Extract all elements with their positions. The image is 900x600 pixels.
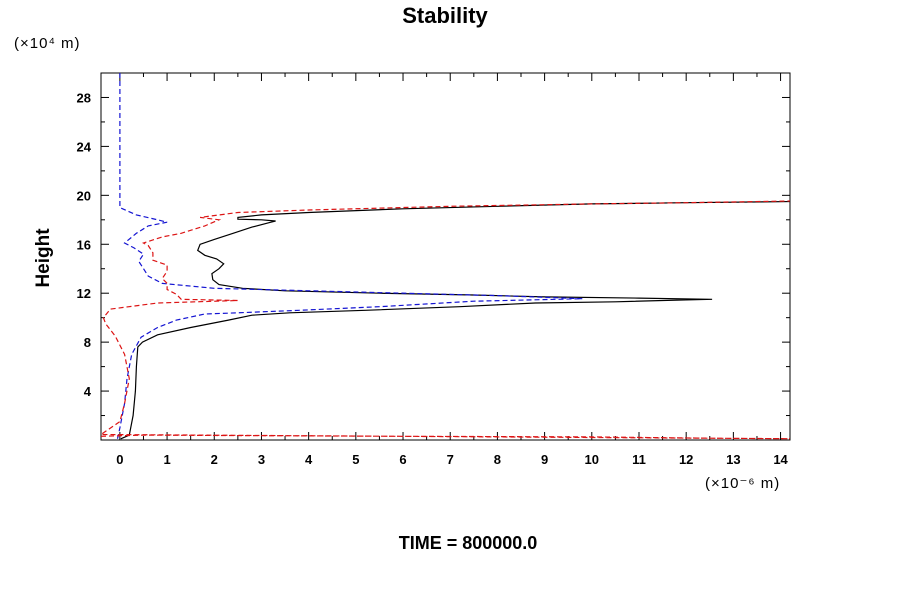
- x-tick-label: 7: [447, 452, 454, 467]
- y-unit-label: (×10⁴ m): [14, 35, 81, 52]
- x-tick-label: 12: [679, 452, 693, 467]
- series-line-1: [120, 200, 790, 440]
- x-tick-label: 13: [726, 452, 740, 467]
- x-tick-label: 5: [352, 452, 359, 467]
- series-line-3: [101, 200, 790, 440]
- x-tick-label: 6: [399, 452, 406, 467]
- x-tick-label: 11: [632, 452, 646, 467]
- time-label: TIME = 800000.0: [399, 533, 538, 553]
- x-tick-label: 1: [163, 452, 170, 467]
- x-tick-label: 2: [211, 452, 218, 467]
- x-tick-label: 4: [305, 452, 313, 467]
- x-tick-label: 3: [258, 452, 265, 467]
- x-tick-label: 10: [585, 452, 599, 467]
- y-tick-label: 4: [84, 384, 92, 399]
- x-tick-label: 8: [494, 452, 501, 467]
- y-tick-label: 12: [77, 286, 91, 301]
- y-tick-label: 16: [77, 237, 91, 252]
- y-tick-label: 8: [84, 335, 91, 350]
- y-tick-label: 28: [77, 90, 91, 105]
- x-tick-label: 14: [773, 452, 788, 467]
- x-tick-label: 9: [541, 452, 548, 467]
- x-unit-label: (×10⁻⁶ m): [705, 475, 780, 492]
- y-tick-label: 24: [77, 139, 92, 154]
- chart-title: Stability: [402, 3, 488, 28]
- x-tick-label: 0: [116, 452, 123, 467]
- y-axis-title: Height: [33, 228, 54, 288]
- plot-frame: [100, 72, 791, 441]
- y-tick-label: 20: [77, 188, 91, 203]
- series-line-2: [116, 73, 583, 439]
